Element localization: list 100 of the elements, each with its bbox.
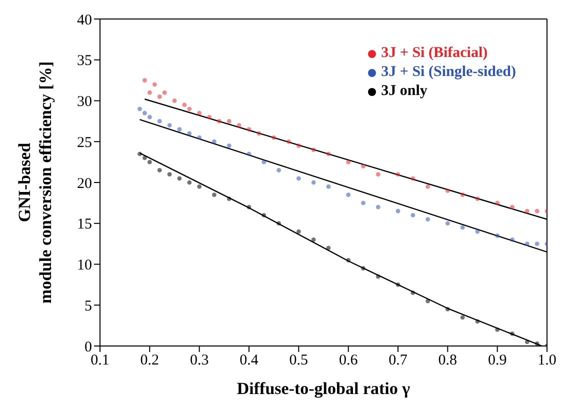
point [167,172,172,177]
point [272,135,276,140]
point [326,184,331,189]
x-tick-label: 0.2 [140,352,160,369]
point [212,139,216,144]
point [396,208,400,214]
x-tick-label: 1.0 [538,352,556,369]
point [460,192,465,197]
point [187,106,192,112]
point [147,114,152,120]
point [296,144,301,148]
point [376,172,380,177]
point [207,114,212,120]
point [311,180,316,185]
point [410,213,416,218]
point [197,184,202,189]
point [426,298,430,304]
y-axis-title: GNI-based module conversion efficiency [%] [15,61,55,304]
y-tick-label: 15 [77,216,92,233]
point [534,242,540,246]
x-axis-title: Diffuse-to-global ratio γ [236,379,410,398]
point [510,204,514,210]
y-tick-label: 5 [84,298,92,314]
point [182,102,187,108]
point [311,148,316,152]
y-tick-label: 40 [77,12,92,28]
point [361,164,366,168]
point [361,200,366,206]
legend-label: 3J only [380,82,428,101]
point [311,238,316,242]
point [326,246,331,250]
point [475,229,480,234]
point [226,196,232,202]
point [162,90,167,95]
point [426,184,430,189]
point [396,172,400,177]
point [157,94,162,99]
point [138,152,142,156]
point [524,242,530,246]
x-tick-label: 0.4 [240,352,259,369]
point [410,176,416,181]
point [346,258,351,262]
x-tick-label: 0.9 [488,352,507,369]
point [142,156,147,160]
point [226,118,232,124]
point [142,78,147,83]
point [445,307,450,312]
point [286,139,291,144]
point [187,180,192,185]
point [524,340,530,344]
x-tick-label: 0.7 [388,352,408,369]
x-tick-label: 0.8 [438,352,458,369]
point [246,204,252,210]
y-tick-label: 10 [77,258,92,274]
x-tick-label: 0.6 [338,352,358,369]
point [460,225,465,230]
x-tick-label: 0.3 [190,352,209,369]
point [147,160,152,164]
point [475,196,480,202]
point [246,127,252,132]
point [262,160,266,164]
point [376,274,380,279]
point [256,131,262,136]
point [276,168,281,172]
point [460,315,465,320]
point [534,341,540,346]
point [475,319,480,324]
point [276,221,281,226]
legend-label: 3J + Si (Single-sided) [380,63,516,82]
point [177,176,182,181]
point [177,127,182,132]
point [445,221,450,226]
point [262,213,266,218]
point [172,98,177,103]
point [534,208,540,214]
y-tick-label: 20 [77,176,92,192]
point [236,123,242,128]
point [495,233,500,238]
y-tick-label: 25 [77,134,92,151]
x-tick-label: 0.5 [289,352,308,369]
point [410,290,416,296]
point [197,135,202,140]
point [495,327,500,332]
point [524,208,530,214]
point [147,90,152,95]
point [346,160,351,164]
point [495,200,500,206]
point [217,118,222,124]
point [187,131,192,136]
y-tick-label: 30 [77,94,92,110]
point [296,176,301,181]
point [426,217,430,222]
point [510,238,514,242]
y-tick-label: 0 [84,339,92,356]
point [246,152,252,156]
legend-label: 3J + Si (Bifacial) [380,44,489,63]
point [226,144,232,148]
point [212,192,216,197]
point [346,192,351,197]
point [376,204,380,210]
